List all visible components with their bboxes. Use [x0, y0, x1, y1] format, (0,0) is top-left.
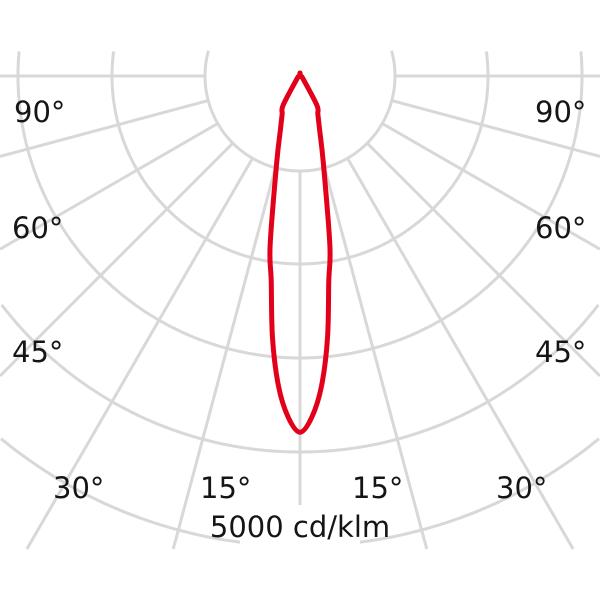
intensity-curve: [267, 70, 333, 435]
scale-label-background: [240, 505, 360, 550]
grid-radial-left-60: [0, 122, 219, 251]
angle-label-right-90: 90°: [535, 95, 586, 129]
angle-label-right-45: 45°: [535, 335, 586, 369]
grid-radial-left-75: [0, 99, 209, 158]
angle-label-right-15: 15°: [352, 471, 403, 505]
angle-label-left-90: 90°: [14, 95, 65, 129]
grid-radial-right-60: [381, 122, 600, 251]
angle-label-left-45: 45°: [12, 335, 63, 369]
angle-label-left-60: 60°: [12, 211, 63, 245]
grid-ring-1000: [203, 50, 397, 173]
grid-radial-right-30: [346, 157, 575, 550]
angle-label-right-60: 60°: [535, 211, 586, 245]
angle-label-right-30: 30°: [496, 471, 547, 505]
angle-label-left-15: 15°: [200, 471, 251, 505]
intensity-curve-group: [267, 70, 333, 435]
grid-ring-2000: [110, 51, 490, 266]
grid-ring-3000: [16, 51, 584, 360]
angle-label-left-30: 30°: [53, 471, 104, 505]
scale-label: 5000 cd/klm: [210, 510, 390, 544]
grid-radial-left-30: [25, 157, 254, 550]
grid-radial-right-15: [323, 167, 429, 550]
polar-grid: [0, 50, 600, 550]
grid-radial-right-75: [391, 99, 600, 158]
grid-radial-right-45: [366, 142, 600, 378]
grid-radial-left-15: [171, 167, 277, 550]
grid-radial-left-45: [0, 142, 234, 378]
